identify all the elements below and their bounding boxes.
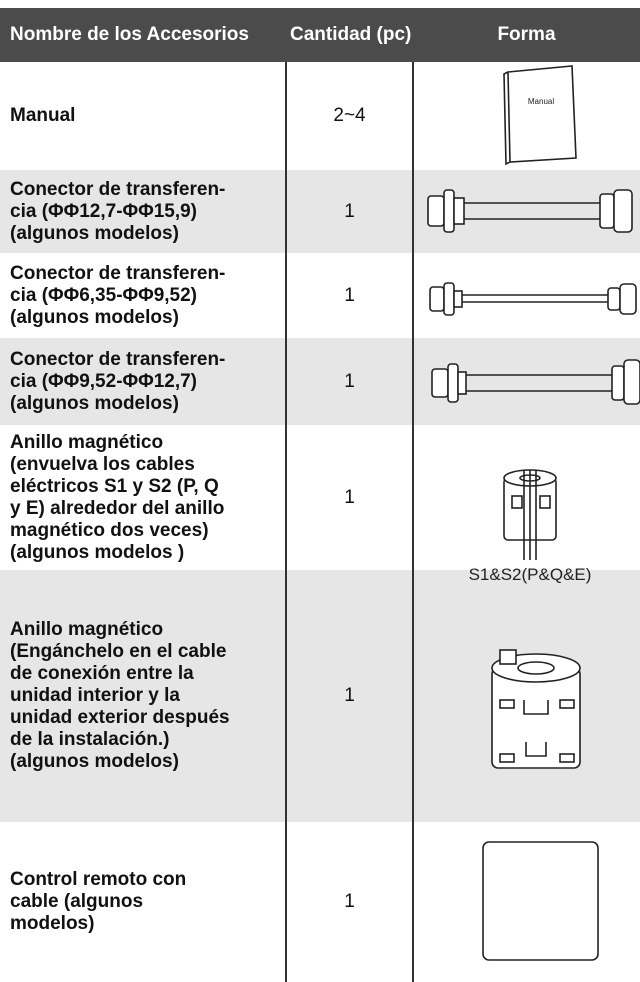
name-line: Conector de transferen- [10,262,226,284]
name-line: Control remoto con [10,869,187,890]
name-line: magnético dos veces) [10,519,209,541]
name-line: unidad interior y la [10,685,180,706]
table-row [0,338,640,425]
connector-icon [429,282,637,316]
header-cell: Cantidad (pc) [290,24,412,45]
item-name: Conector de transferen-cia (ΦΦ9,52-ΦΦ12,… [10,338,285,425]
name-line: (envuelva los cables [10,453,195,475]
quantity: 2~4 [333,105,366,126]
header-cell: Nombre de los Accesorios [10,24,249,45]
name-line: cia (ΦΦ12,7-ΦΦ15,9) [10,200,198,222]
name-line: cable (algunos [10,891,144,912]
header-cell: Forma [497,24,556,45]
name-line: Conector de transferen- [10,348,226,370]
item-name: Anillo magnético (Engánchelo en el cable d… [10,570,285,822]
name-line: Anillo magnético [10,619,164,640]
item-name: Conector de transferen-cia (ΦΦ12,7-ΦΦ15,… [10,170,285,253]
item-name: Anillo magnético (envuelva los cables eléc… [10,425,285,570]
remote-icon [482,841,599,961]
quantity: 1 [344,200,355,222]
name-line: (algunos modelos) [10,306,179,328]
column-line [412,62,414,982]
header-bar [0,8,640,62]
name-line: (algunos modelos) [10,751,179,772]
ring-icon [491,649,581,769]
name-line: (algunos modelos) [10,392,179,414]
ring-icon: S1&S2(P&Q&E) [469,469,592,584]
name-line: (Engánchelo en el cable [10,641,227,662]
quantity: 1 [344,891,355,912]
name-line: cia (ΦΦ6,35-ΦΦ9,52) [10,284,198,306]
name-line: Anillo magnético [10,431,164,453]
quantity: 1 [344,685,355,706]
manual-icon: Manual [503,65,577,166]
name-line: de la instalación.) [10,729,170,750]
name-line: de conexión entre la [10,663,194,684]
name-line: eléctricos S1 y S2 (P, Q [10,475,219,497]
name-line: Manual [10,105,76,126]
name-line: Conector de transferen- [10,178,226,200]
manual-cover-text: Manual [528,97,554,106]
item-name: Manual [10,62,285,170]
name-line: y E) alrededor del anillo [10,497,225,519]
name-line: (algunos modelos) [10,222,179,244]
ring-caption: S1&S2(P&Q&E) [469,565,592,584]
quantity: 1 [344,486,355,508]
item-name: Control remoto con cable (algunos modelos) [10,822,285,982]
quantity: 1 [344,370,355,392]
connector-icon [431,359,640,405]
name-line: cia (ΦΦ9,52-ΦΦ12,7) [10,370,198,392]
column-line [285,62,287,982]
table-row [0,170,640,253]
quantity: 1 [344,284,355,306]
connector-icon [427,189,633,233]
name-line: (algunos modelos ) [10,541,185,563]
item-name: Conector de transferen-cia (ΦΦ6,35-ΦΦ9,5… [10,253,285,338]
name-line: modelos) [10,913,95,934]
name-line: unidad exterior después [10,707,230,728]
